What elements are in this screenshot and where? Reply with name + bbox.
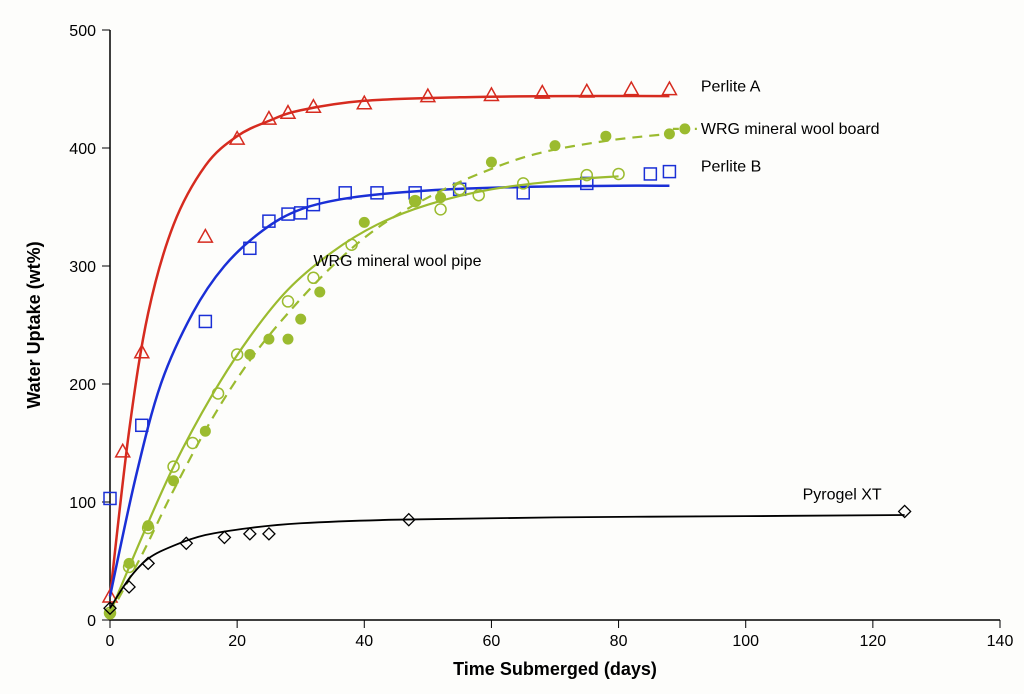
chart-bg <box>0 0 1024 694</box>
x-tick-label: 20 <box>228 633 246 650</box>
series-label-perlite_a: Perlite A <box>701 78 761 95</box>
series-label-wrg_board: WRG mineral wool board <box>701 121 880 138</box>
x-tick-label: 120 <box>860 633 887 650</box>
x-tick-label: 140 <box>987 633 1014 650</box>
y-tick-label: 0 <box>87 613 96 630</box>
y-tick-label: 100 <box>69 495 96 512</box>
x-axis-title: Time Submerged (days) <box>453 659 657 679</box>
y-tick-label: 300 <box>69 259 96 276</box>
series-label-pyrogel_xt: Pyrogel XT <box>803 487 882 504</box>
water-uptake-chart: 0 20 40 60 80 100 120 140 0 100 200 300 400 500 Time S… <box>0 0 1024 694</box>
y-tick-label: 500 <box>69 23 96 40</box>
x-tick-label: 60 <box>483 633 501 650</box>
y-axis-title: Water Uptake (wt%) <box>24 241 44 408</box>
x-tick-label: 100 <box>732 633 759 650</box>
y-tick-label: 400 <box>69 141 96 158</box>
series-label-perlite_b: Perlite B <box>701 159 761 176</box>
x-tick-label: 80 <box>610 633 628 650</box>
x-tick-label: 40 <box>355 633 373 650</box>
x-tick-label: 0 <box>106 633 115 650</box>
y-tick-label: 200 <box>69 377 96 394</box>
series-label-wrg_pipe: WRG mineral wool pipe <box>313 253 481 270</box>
chart-container: 0 20 40 60 80 100 120 140 0 100 200 300 400 500 Time S… <box>0 0 1024 694</box>
